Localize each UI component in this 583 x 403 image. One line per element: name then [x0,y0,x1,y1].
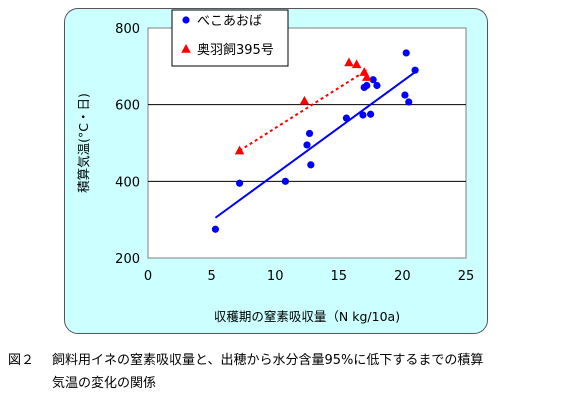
x-tick-label: 20 [394,269,411,284]
x-axis-title: 収穫期の窒素吸収量（N kg/10a) [214,309,400,324]
data-point-circle [373,81,381,90]
x-tick-label: 25 [458,269,475,284]
trendline-series-1 [214,71,416,219]
data-point-circle [235,179,244,187]
trendline-series-2 [239,69,368,152]
x-tick-label: 10 [267,269,284,284]
data-point-circle [411,66,419,74]
y-tick-label: 400 [115,175,140,190]
x-tick-label: 5 [207,269,215,284]
data-point-triangle [234,145,245,155]
data-point-triangle [344,57,354,67]
figure-caption: 図２ 飼料用イネの窒素吸収量と、出穂から水分含量95%に低下するまでの積算 気温の… [8,349,578,395]
caption-line-1: 図２ 飼料用イネの窒素吸収量と、出穂から水分含量95%に低下するまでの積算 [8,349,578,372]
caption-text-1: 飼料用イネの窒素吸収量と、出穂から水分含量95%に低下するまでの積算 [52,353,484,368]
x-tick-label: 0 [144,269,152,284]
data-point-circle [359,111,367,119]
data-point-circle [303,141,311,149]
data-point-circle [405,98,413,106]
data-point-circle [211,225,220,233]
caption-line-2: 気温の変化の関係 [52,376,157,391]
legend-marker-circle [182,16,190,24]
data-point-circle [363,81,371,90]
data-point-circle [342,114,351,122]
data-point-triangle [299,95,310,105]
figure-label: 図２ [8,353,35,368]
y-axis-title: 積算気温(°C・日) [76,93,91,193]
y-tick-label: 600 [115,99,140,114]
data-point-circle [307,161,315,169]
data-point-circle [305,129,314,138]
data-point-circle [369,76,377,84]
data-point-circle [281,177,289,185]
legend-box [171,9,289,67]
data-point-triangle [362,72,372,81]
data-point-circle [401,91,409,99]
y-tick-label: 800 [115,22,140,37]
y-tick-label: 200 [115,252,140,267]
scatter-chart: 200 400 600 800 0 5 10 15 20 25 収穫期の窒素吸収量（N kg/10… [76,9,475,324]
data-point-triangle [351,59,362,69]
data-point-circle [367,110,375,118]
legend-label: べこあおば [197,14,262,29]
legend-marker-triangle [181,44,191,53]
x-tick-label: 15 [331,269,348,284]
data-point-circle [402,49,410,57]
legend-label: 奥羽飼395号 [197,43,274,58]
